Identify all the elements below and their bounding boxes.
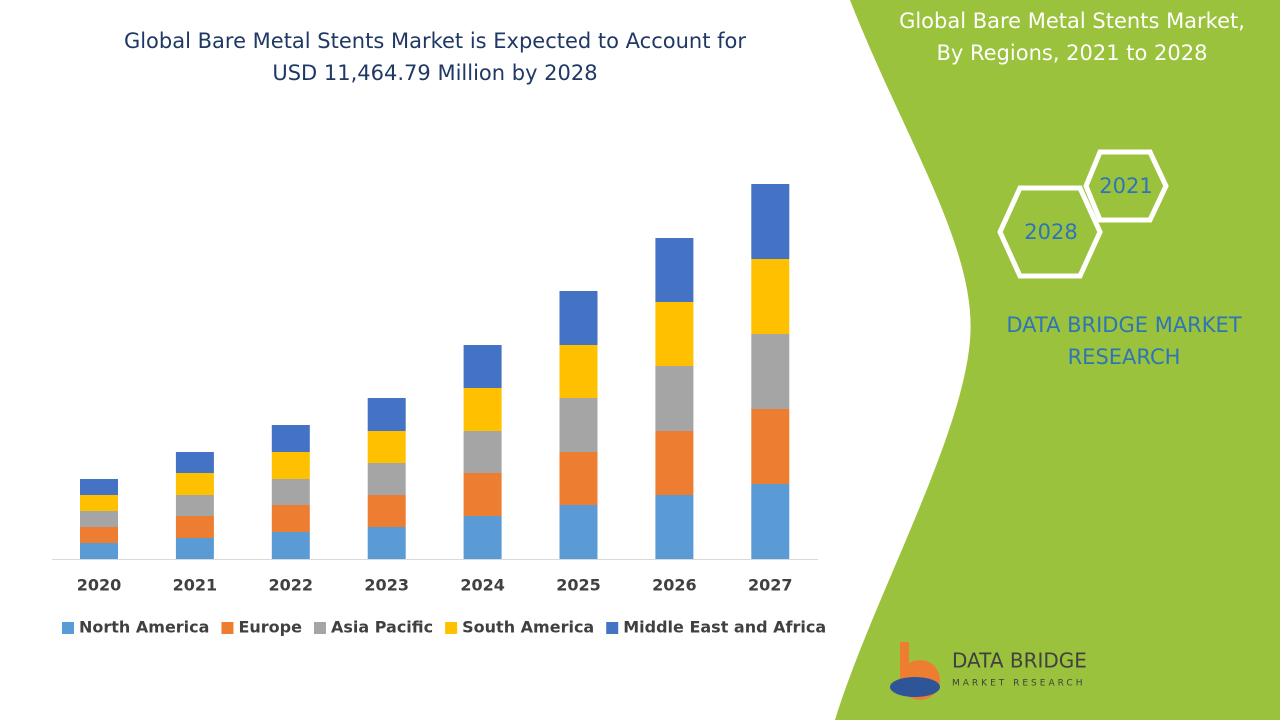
panel-title: Global Bare Metal Stents Market,	[899, 9, 1245, 33]
hex-label: 2028	[1024, 220, 1077, 244]
x-tick-label: 2025	[556, 576, 601, 595]
bar-segment	[175, 473, 214, 495]
bar-segment	[751, 409, 790, 484]
hex-label: 2021	[1099, 174, 1152, 198]
bar-segment	[463, 345, 502, 388]
x-tick-label: 2021	[173, 576, 218, 595]
bar-segment	[655, 495, 694, 559]
x-tick-label: 2026	[652, 576, 697, 595]
logo: DATA BRIDGE MARKET RESEARCH	[890, 642, 1087, 700]
bar-segment	[367, 431, 406, 463]
bar-segment	[751, 334, 790, 409]
legend-label: North America	[79, 618, 209, 637]
bar-segment	[80, 479, 118, 495]
legend-swatch	[313, 622, 326, 634]
logo-text: DATA BRIDGE	[952, 649, 1087, 673]
bar-segment	[655, 366, 694, 431]
legend-swatch	[606, 622, 619, 634]
legend-swatch	[62, 622, 74, 634]
bar-segment	[80, 495, 118, 511]
bar-segment	[80, 511, 118, 527]
bar-segment	[655, 302, 694, 366]
bar-segment	[751, 184, 790, 259]
brand-text: RESEARCH	[1068, 345, 1181, 369]
brand-text: DATA BRIDGE MARKET	[1006, 313, 1241, 337]
bar-segment	[655, 431, 694, 495]
x-tick-label: 2023	[364, 576, 409, 595]
panel-title: By Regions, 2021 to 2028	[936, 41, 1207, 65]
bar-segment	[559, 452, 598, 505]
green-panel	[835, 0, 1280, 720]
bar-segment	[559, 291, 598, 345]
logo-mark	[890, 677, 940, 697]
bar-segment	[271, 532, 310, 559]
bar-segment	[367, 463, 406, 495]
bar-segment	[271, 452, 310, 479]
legend-label: Middle East and Africa	[623, 618, 826, 637]
bar-segment	[751, 259, 790, 334]
bar-segment	[367, 495, 406, 527]
hexagon	[1083, 149, 1169, 223]
logo-mark	[900, 642, 909, 692]
bar-segment	[80, 527, 118, 543]
x-tick-label: 2024	[460, 576, 505, 595]
bar-segment	[271, 479, 310, 505]
x-tick-label: 2022	[269, 576, 314, 595]
bar-segment	[175, 516, 214, 538]
bar-segment	[175, 452, 214, 473]
bar-segment	[559, 398, 598, 452]
bar-segment	[463, 388, 502, 431]
legend-label: Asia Pacific	[331, 618, 433, 637]
chart-title: Global Bare Metal Stents Market is Expec…	[124, 29, 746, 53]
chart-title: USD 11,464.79 Million by 2028	[272, 61, 597, 85]
logo-text: MARKET RESEARCH	[952, 679, 1085, 689]
bar-segment	[367, 527, 406, 559]
bar-segment	[271, 425, 310, 452]
bar-segment	[367, 398, 406, 431]
legend-swatch	[445, 622, 458, 634]
bar-segment	[463, 473, 502, 516]
bar-segment	[463, 431, 502, 473]
bar-segment	[271, 505, 310, 532]
bar-segment	[463, 516, 502, 559]
bar-segment	[751, 484, 790, 559]
hexagon	[997, 185, 1103, 279]
bar-segment	[80, 543, 118, 559]
x-tick-label: 2020	[77, 576, 122, 595]
bar-segment	[559, 345, 598, 398]
x-tick-label: 2027	[748, 576, 793, 595]
bar-segment	[655, 238, 694, 302]
legend-swatch	[221, 622, 234, 634]
legend-label: South America	[462, 618, 594, 637]
bar-segment	[559, 505, 598, 559]
bar-segment	[175, 538, 214, 559]
legend-label: Europe	[238, 618, 302, 637]
bar-segment	[175, 495, 214, 516]
